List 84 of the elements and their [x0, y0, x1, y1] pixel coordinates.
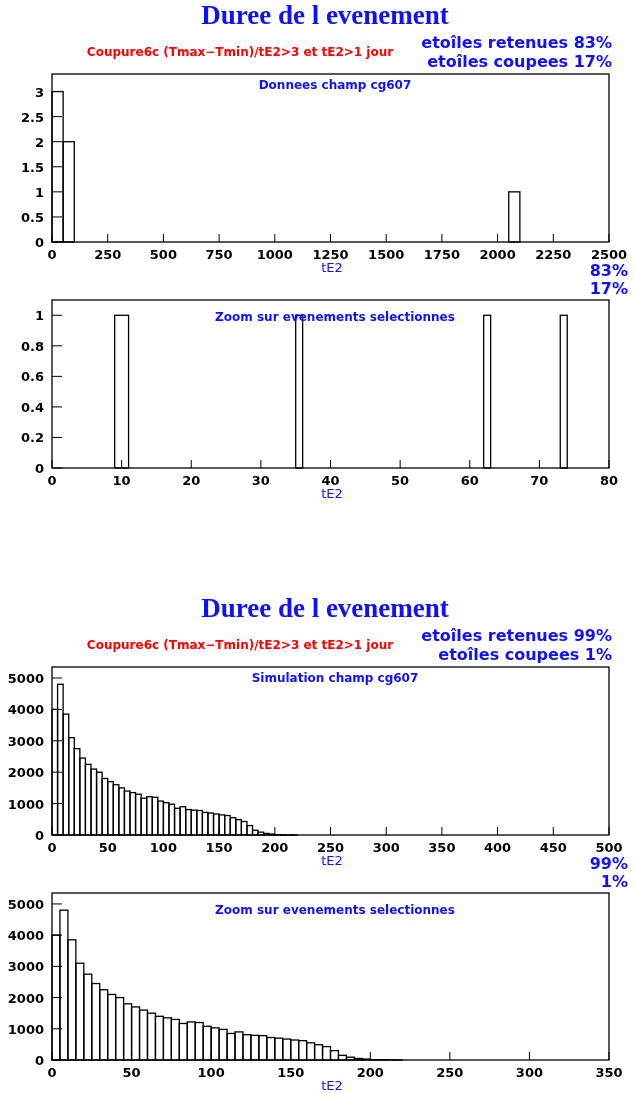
y-tick-label: 1000	[7, 1021, 44, 1037]
x-tick-label: 50	[98, 840, 117, 855]
x-tick-label: 250	[436, 1065, 464, 1080]
text: etoîles retenues 83%	[421, 33, 612, 52]
x-tick-label: 0	[47, 473, 57, 488]
text: 99%	[589, 854, 628, 873]
x-tick-label: 1750	[423, 247, 460, 262]
x-tick-label: 70	[530, 473, 549, 488]
x-tick-label: 300	[372, 840, 400, 855]
text: etoîles coupees 1%	[438, 645, 612, 664]
y-tick-label: 0	[34, 828, 44, 843]
y-tick-label: 1.5	[20, 159, 44, 175]
x-tick-label: 250	[94, 247, 122, 262]
text: 17%	[589, 279, 628, 298]
y-tick-label: 4000	[7, 928, 44, 944]
text: 83%	[589, 261, 628, 280]
x-tick-label: 150	[277, 1065, 305, 1080]
text: etoîles coupees 17%	[427, 52, 612, 71]
y-tick-label: 4000	[7, 702, 44, 718]
y-tick-label: 0.6	[20, 369, 44, 385]
x-tick-label: 10	[112, 473, 131, 488]
y-tick-label: 3	[34, 84, 44, 100]
x-tick-label: 150	[205, 840, 233, 855]
text: 1%	[600, 872, 628, 891]
y-tick-label: 0.4	[20, 399, 44, 415]
x-axis-title: tE2	[321, 853, 343, 868]
y-tick-label: 5000	[7, 670, 44, 686]
y-tick-label: 0.8	[20, 338, 44, 354]
x-tick-label: 50	[122, 1065, 141, 1080]
x-tick-label: 100	[149, 840, 177, 855]
x-tick-label: 50	[391, 473, 410, 488]
x-tick-label: 40	[321, 473, 340, 488]
y-tick-label: 0.2	[20, 430, 44, 446]
x-tick-label: 350	[595, 1065, 623, 1080]
y-tick-label: 1000	[7, 796, 44, 812]
y-tick-label: 2	[34, 134, 44, 150]
chart-subtitle: Coupure6c (Tmax−Tmin)/tE2>3 et tE2>1 jour	[86, 638, 394, 652]
y-tick-label: 3000	[7, 733, 44, 749]
x-tick-label: 500	[595, 840, 623, 855]
x-tick-label: 20	[182, 473, 201, 488]
chart-subtitle: Coupure6c (Tmax−Tmin)/tE2>3 et tE2>1 jour	[86, 45, 394, 59]
x-axis-title: tE2	[321, 1078, 343, 1093]
y-tick-label: 2000	[7, 765, 44, 781]
y-tick-label: 0.5	[20, 209, 44, 225]
x-tick-label: 450	[539, 840, 567, 855]
x-tick-label: 30	[251, 473, 270, 488]
x-tick-label: 2500	[590, 247, 628, 262]
y-tick-label: 0	[34, 235, 44, 250]
x-tick-label: 250	[316, 840, 345, 855]
x-tick-label: 100	[197, 1065, 225, 1080]
x-tick-label: 80	[599, 473, 619, 488]
x-tick-label: 60	[460, 473, 479, 488]
chart-title: Duree de l evenement	[201, 0, 449, 30]
annotation: Zoom sur evenements selectionnes	[215, 310, 455, 324]
x-tick-label: 300	[515, 1065, 543, 1080]
y-tick-label: 2.5	[20, 109, 44, 125]
y-tick-label: 2000	[7, 990, 44, 1006]
x-tick-label: 500	[149, 247, 177, 262]
x-tick-label: 1000	[256, 247, 293, 262]
x-tick-label: 2000	[479, 247, 516, 262]
y-tick-label: 5000	[7, 896, 44, 912]
x-tick-label: 1500	[368, 247, 405, 262]
y-tick-label: 1	[34, 184, 44, 200]
x-tick-label: 200	[356, 1065, 384, 1080]
y-tick-label: 1	[34, 308, 44, 324]
text: etoîles retenues 99%	[421, 626, 612, 645]
annotation: Simulation champ cg607	[251, 671, 419, 685]
y-tick-label: 3000	[7, 959, 44, 975]
annotation: Donnees champ cg607	[258, 78, 412, 92]
x-axis-title: tE2	[321, 486, 343, 501]
x-tick-label: 350	[428, 840, 456, 855]
y-tick-label: 0	[34, 461, 44, 476]
chart-title: Duree de l evenement	[201, 593, 449, 623]
x-tick-label: 400	[484, 840, 512, 855]
annotation: Zoom sur evenements selectionnes	[215, 903, 455, 917]
y-tick-label: 0	[34, 1053, 44, 1068]
x-tick-label: 0	[47, 247, 57, 262]
x-axis-title: tE2	[321, 260, 343, 275]
x-tick-label: 1250	[312, 247, 349, 262]
x-tick-label: 0	[47, 840, 57, 855]
x-tick-label: 0	[47, 1065, 57, 1080]
x-tick-label: 2250	[535, 247, 572, 262]
x-tick-label: 750	[205, 247, 233, 262]
x-tick-label: 200	[261, 840, 289, 855]
